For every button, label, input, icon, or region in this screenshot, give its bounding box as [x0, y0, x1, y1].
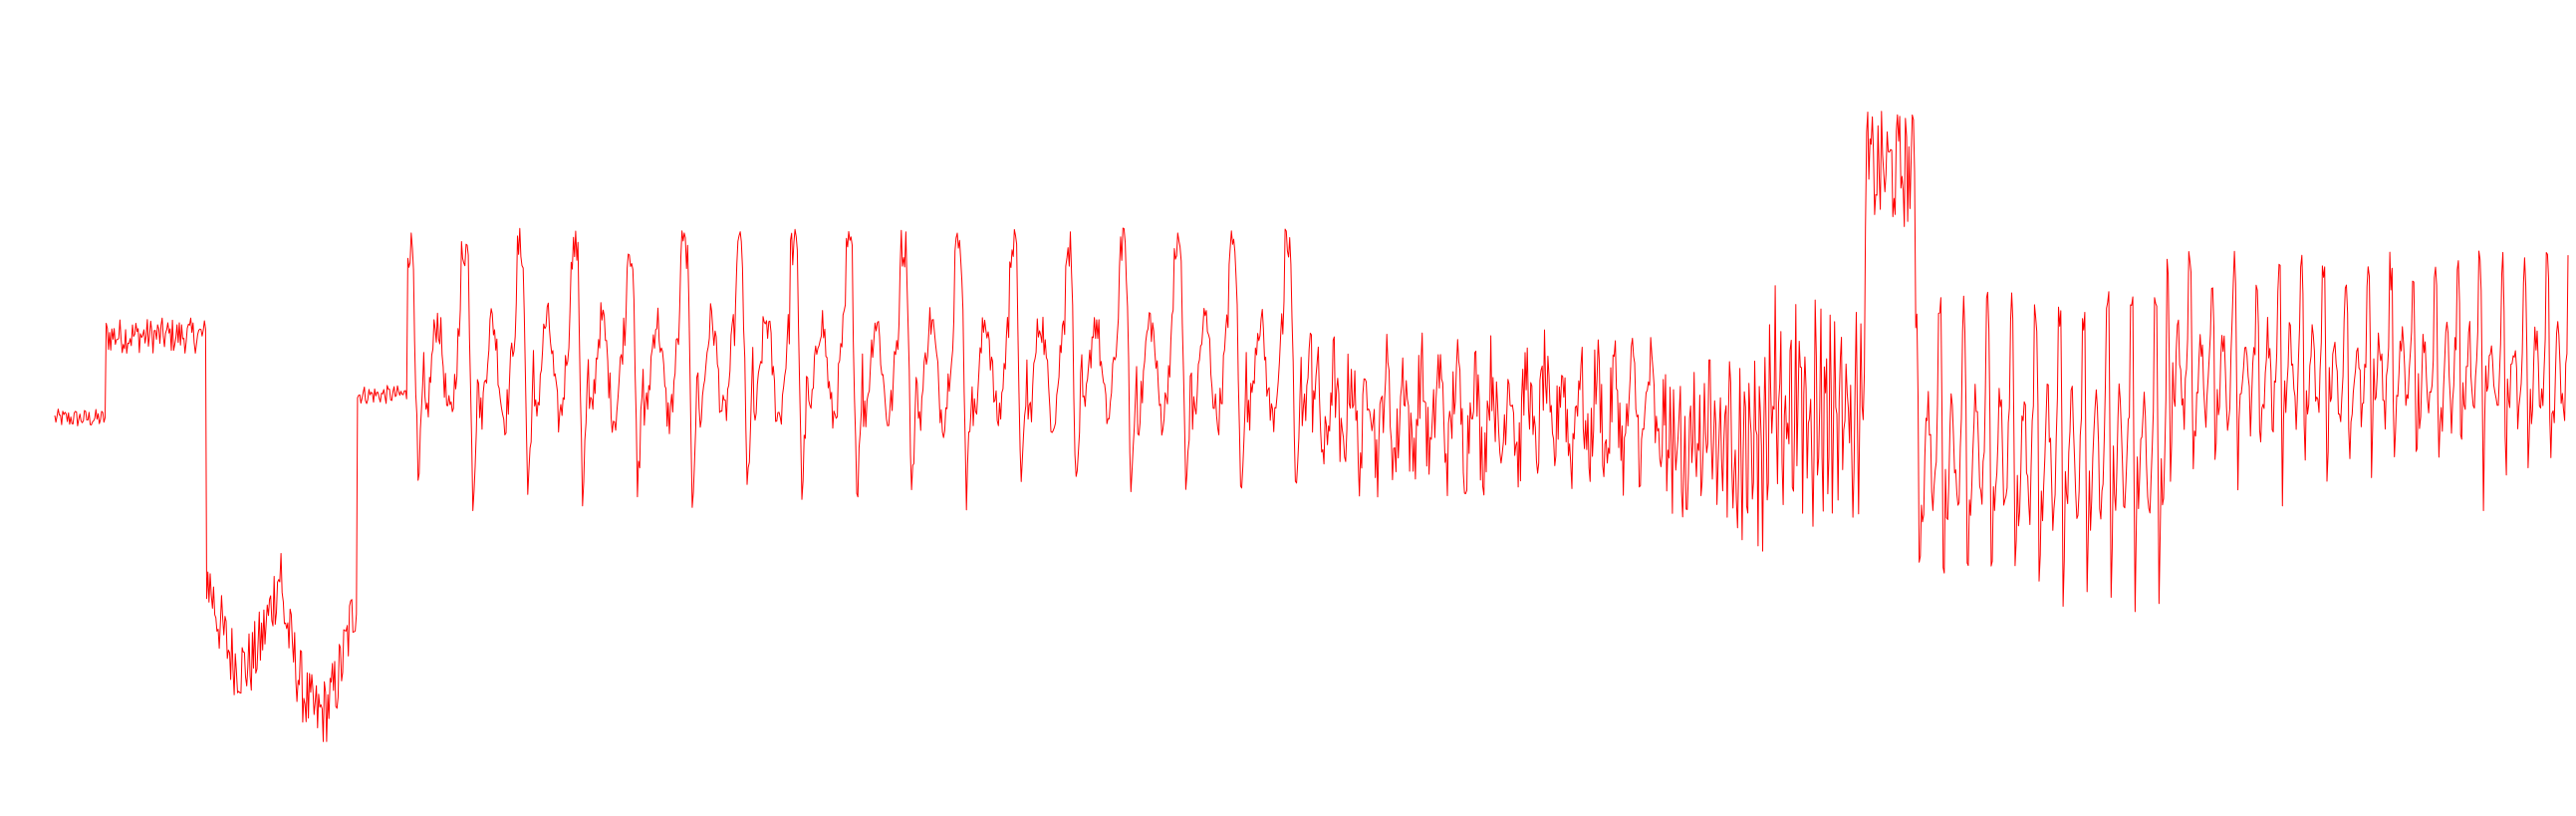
- series-layer: [54, 111, 2569, 742]
- series-line-0: [54, 111, 2569, 742]
